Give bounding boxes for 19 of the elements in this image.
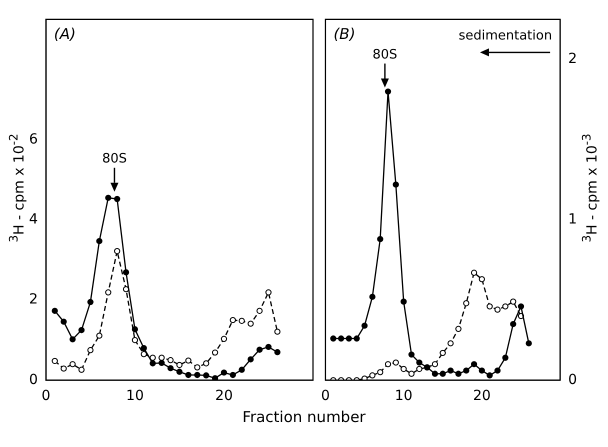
x-tick-label: 0 [320, 388, 330, 404]
annotation: 80S [372, 47, 398, 62]
x-tick-label: 10 [394, 388, 413, 404]
x-axis-title: Fraction number [241, 408, 367, 426]
y-tick-label: 2 [568, 51, 578, 68]
y-tick-label: 4 [28, 211, 38, 228]
y-tick-label: 6 [28, 131, 38, 148]
y-tick-label: 1 [568, 211, 578, 228]
annotation: (A) [54, 24, 76, 43]
annotation: 80S [102, 152, 127, 167]
x-tick-label: 0 [41, 388, 50, 404]
y-tick-label: 0 [28, 372, 38, 388]
x-tick-label: 10 [126, 388, 144, 404]
y-tick-label: 2 [28, 292, 38, 308]
annotation: (B) [333, 24, 356, 43]
y-tick-label: 0 [568, 372, 578, 388]
x-tick-label: 20 [472, 388, 491, 404]
x-tick-label: 20 [215, 388, 233, 404]
annotation: sedimentation [458, 28, 552, 44]
